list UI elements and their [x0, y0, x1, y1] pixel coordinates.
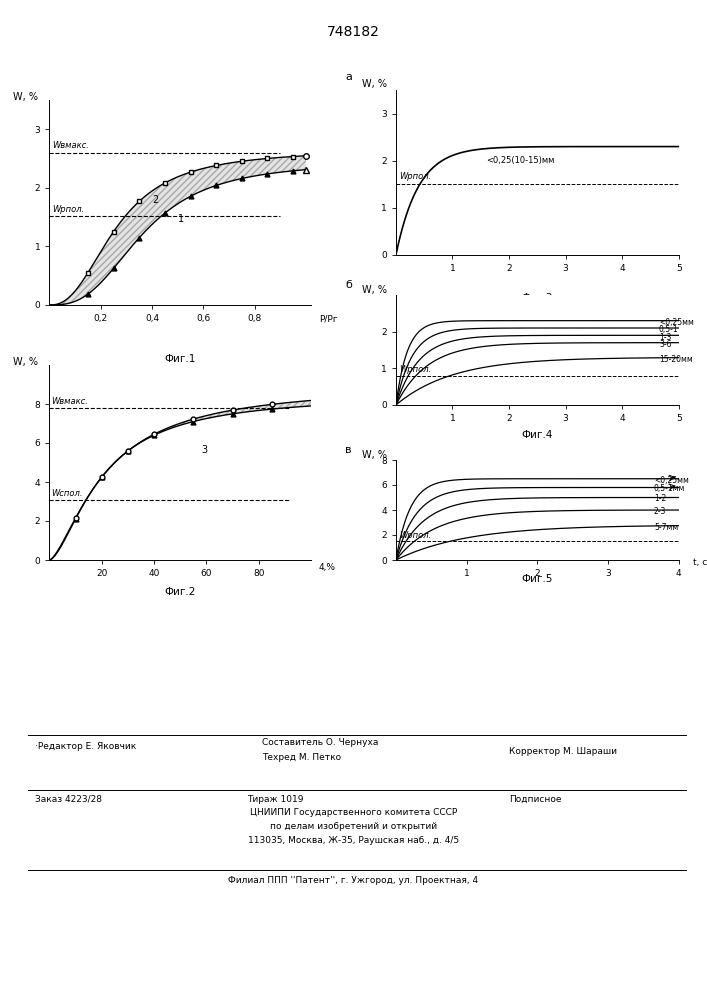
- Text: ·Редактор Е. Яковчик: ·Редактор Е. Яковчик: [35, 742, 136, 751]
- Text: Wрпол.: Wрпол.: [399, 531, 432, 540]
- Text: а: а: [345, 72, 352, 82]
- Text: W, %: W, %: [362, 79, 387, 89]
- Text: Корректор М. Шараши: Корректор М. Шараши: [509, 747, 617, 756]
- Text: 3: 3: [201, 445, 207, 455]
- Text: 0,5-1: 0,5-1: [659, 325, 679, 334]
- Text: 1-3: 1-3: [659, 333, 672, 342]
- Text: Wрпол.: Wрпол.: [52, 205, 84, 214]
- Text: Подписное: Подписное: [509, 795, 561, 804]
- Text: <0,25мм: <0,25мм: [659, 318, 694, 327]
- Text: 113035, Москва, Ж-35, Раушская наб., д. 4/5: 113035, Москва, Ж-35, Раушская наб., д. …: [248, 836, 459, 845]
- Text: Заказ 4223/28: Заказ 4223/28: [35, 795, 103, 804]
- Text: Составитель О. Чернуха: Составитель О. Чернуха: [262, 738, 378, 747]
- Text: 3-6: 3-6: [659, 340, 672, 349]
- Text: Фиг.5: Фиг.5: [522, 574, 553, 584]
- Text: 5-7мм: 5-7мм: [654, 523, 678, 532]
- Text: Wспол.: Wспол.: [51, 489, 82, 498]
- Text: Wрпол.: Wрпол.: [399, 172, 431, 181]
- Text: P/Pг: P/Pг: [319, 314, 337, 323]
- Text: Техред М. Петко: Техред М. Петко: [262, 753, 341, 762]
- Text: в: в: [345, 445, 351, 455]
- Text: Wрпол.: Wрпол.: [399, 365, 431, 374]
- Text: б: б: [345, 279, 352, 290]
- Text: <0,25мм: <0,25мм: [654, 476, 689, 485]
- Text: W, %: W, %: [362, 285, 387, 295]
- Text: 1-2: 1-2: [654, 494, 666, 503]
- Text: Фиг.4: Фиг.4: [522, 430, 553, 440]
- Text: Wвмакс.: Wвмакс.: [51, 397, 88, 406]
- Text: 4,%: 4,%: [319, 563, 336, 572]
- Text: 2: 2: [152, 195, 158, 205]
- Text: t, сутки: t, сутки: [693, 558, 707, 567]
- Text: <0,25(10-15)мм: <0,25(10-15)мм: [486, 156, 555, 165]
- Text: ЦНИИПИ Государственного комитета СССР: ЦНИИПИ Государственного комитета СССР: [250, 808, 457, 817]
- Text: 2-3: 2-3: [654, 507, 667, 516]
- Text: 15-20мм: 15-20мм: [659, 355, 693, 364]
- Text: Филиал ППП ''Патент'', г. Ужгород, ул. Проектная, 4: Филиал ППП ''Патент'', г. Ужгород, ул. П…: [228, 876, 479, 885]
- Text: Фиг.3: Фиг.3: [522, 293, 553, 303]
- Text: Wвмакс.: Wвмакс.: [52, 141, 89, 150]
- Text: 748182: 748182: [327, 25, 380, 39]
- Text: 0,5-1мм: 0,5-1мм: [654, 484, 685, 493]
- Text: по делам изобретений и открытий: по делам изобретений и открытий: [270, 822, 437, 831]
- Text: Фиг.1: Фиг.1: [165, 354, 196, 364]
- Text: W, %: W, %: [13, 357, 38, 367]
- Text: 1: 1: [177, 214, 184, 224]
- Text: W, %: W, %: [13, 92, 38, 102]
- Text: Тираж 1019: Тираж 1019: [247, 795, 304, 804]
- Text: Фиг.2: Фиг.2: [165, 587, 196, 597]
- Text: W, %: W, %: [362, 450, 387, 460]
